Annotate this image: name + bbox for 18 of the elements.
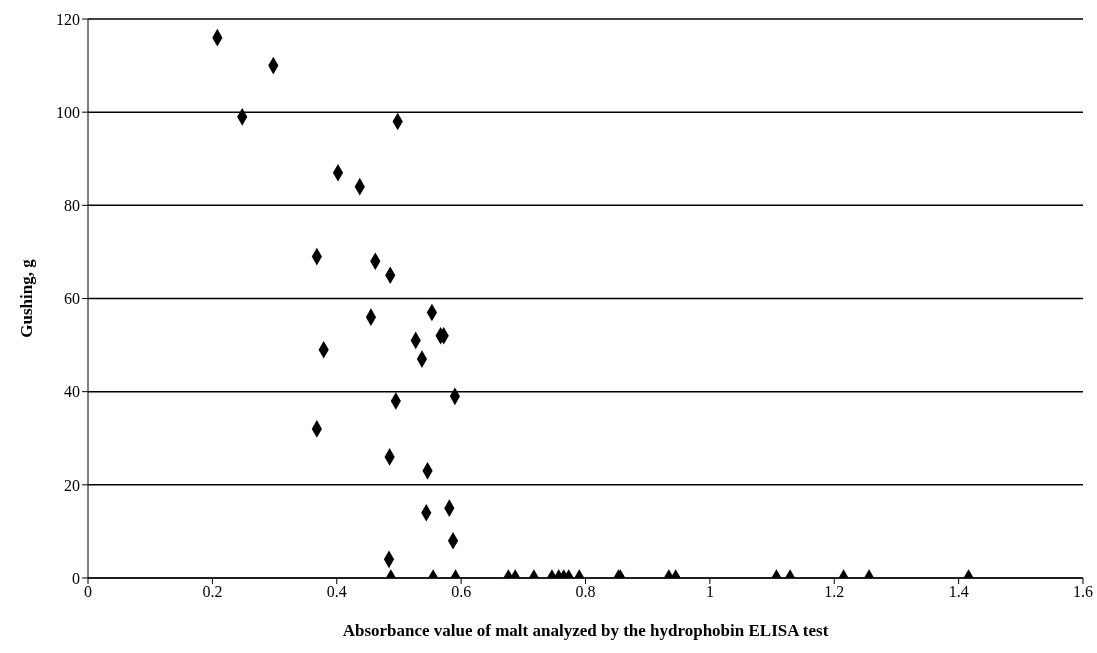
x-tick-label: 1.4 xyxy=(948,583,969,601)
x-tick-label: 0.8 xyxy=(575,583,596,601)
x-tick-label: 1.6 xyxy=(1073,583,1093,601)
y-tick-label: 40 xyxy=(64,383,80,401)
y-tick-label: 20 xyxy=(64,476,80,494)
y-tick-label: 80 xyxy=(64,197,80,215)
x-tick-label: 0.2 xyxy=(202,583,223,601)
y-axis-title: Gushing, g xyxy=(17,258,37,338)
x-tick-label: 0.6 xyxy=(451,583,472,601)
x-tick-label: 1 xyxy=(705,583,714,601)
y-tick-label: 100 xyxy=(56,103,80,121)
x-tick-label: 1.2 xyxy=(824,583,845,601)
y-tick-label: 0 xyxy=(72,569,80,587)
y-tick-label: 60 xyxy=(64,290,80,308)
x-tick-label: 0.4 xyxy=(326,583,347,601)
x-axis-title: Absorbance value of malt analyzed by the hydrophobin ELISA test xyxy=(342,621,829,640)
y-tick-label: 120 xyxy=(56,10,80,28)
x-tick-label: 0 xyxy=(84,583,92,601)
